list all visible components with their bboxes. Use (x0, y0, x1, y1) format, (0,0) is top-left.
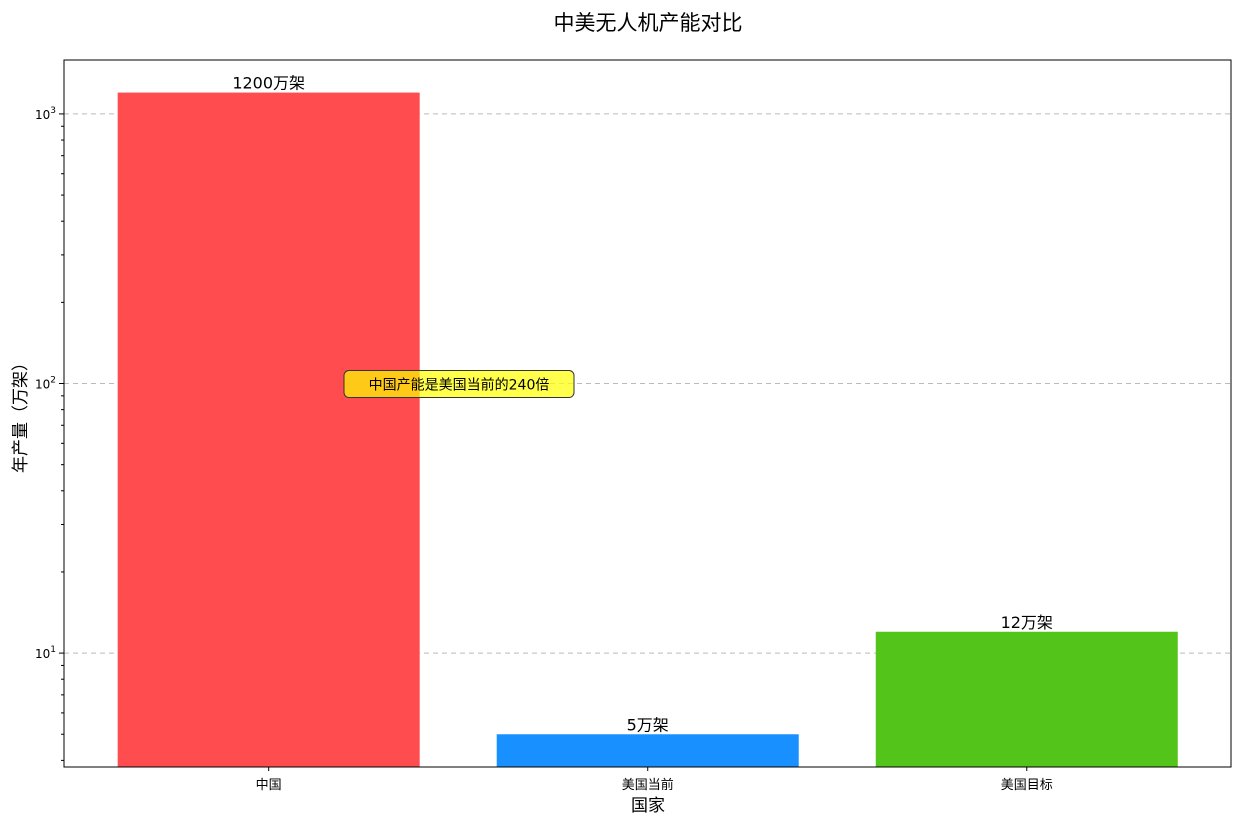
plot-frame (63, 59, 1232, 768)
y-tick-label: 102 (35, 376, 56, 392)
data-label: 12万架 (1001, 613, 1053, 632)
chart-title: 中美无人机产能对比 (554, 11, 743, 35)
bar-1 (117, 92, 420, 767)
bar-2 (496, 734, 799, 767)
data-label: 1200万架 (232, 74, 305, 93)
x-tick-label: 美国目标 (1001, 778, 1053, 793)
annotation-text: 中国产能是美国当前的240倍 (369, 377, 550, 394)
x-tick-label: 中国 (256, 778, 282, 793)
y-tick-label: 101 (35, 645, 56, 661)
data-label: 5万架 (627, 715, 669, 734)
y-axis-label: 年产量（万架） (11, 354, 31, 473)
x-axis-label: 国家 (631, 796, 665, 816)
annotation-box (343, 370, 575, 399)
bar-3 (875, 631, 1178, 767)
y-tick-label: 103 (35, 106, 56, 122)
x-tick-label: 美国当前 (622, 777, 674, 793)
